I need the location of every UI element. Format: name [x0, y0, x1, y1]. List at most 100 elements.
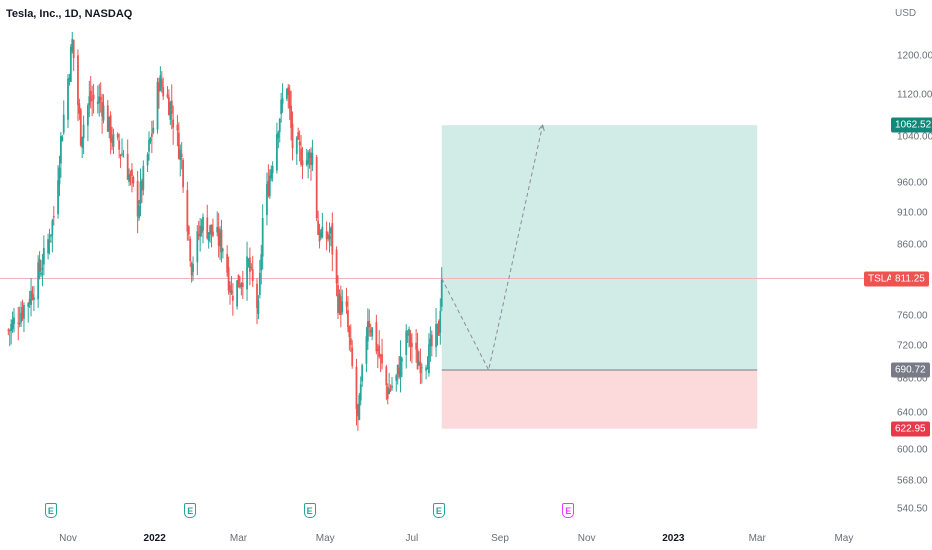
- candle-body: [67, 78, 69, 120]
- candle-body: [277, 132, 280, 139]
- candle-body: [31, 293, 34, 299]
- candle-body: [32, 297, 35, 300]
- projection-arrowhead: [538, 124, 545, 132]
- candle-body: [260, 254, 263, 271]
- candle-body: [328, 235, 331, 240]
- candle-body: [300, 148, 302, 165]
- earnings-icon[interactable]: E: [562, 503, 575, 518]
- price-axis-label: 640.00: [897, 407, 928, 419]
- time-axis-label: May: [315, 533, 335, 544]
- candle-body: [21, 307, 24, 317]
- last-price-tag: 811.25: [891, 271, 929, 287]
- candle-body: [237, 274, 240, 288]
- candle-body: [437, 321, 440, 336]
- candle-body: [170, 100, 173, 114]
- candle-body: [229, 285, 231, 293]
- candle-body: [258, 272, 261, 296]
- candle-body: [17, 322, 20, 324]
- candle-body: [361, 365, 364, 382]
- candle-body: [131, 169, 133, 177]
- price-axis-label: 540.50: [897, 503, 928, 515]
- candle-body: [376, 348, 379, 351]
- candle-body: [139, 181, 142, 205]
- time-axis-label: Jul: [405, 533, 419, 544]
- candle-body: [86, 105, 89, 126]
- candle-body: [189, 238, 192, 262]
- candle-body: [435, 323, 437, 348]
- candle-body: [10, 324, 13, 332]
- earnings-icon[interactable]: E: [303, 503, 316, 518]
- candle-body: [239, 286, 241, 288]
- candle-body: [275, 134, 278, 171]
- earnings-icon[interactable]: E: [184, 503, 197, 518]
- candle-body: [152, 127, 155, 133]
- candle-body: [177, 132, 180, 159]
- candle-body: [436, 323, 439, 330]
- candle-body: [51, 220, 54, 236]
- time-axis-label: Nov: [59, 533, 77, 544]
- candle-body: [415, 342, 418, 350]
- price-axis-label: 760.00: [897, 310, 928, 322]
- candle-body: [440, 279, 443, 307]
- candle-body: [409, 334, 412, 347]
- candle-body: [236, 280, 239, 307]
- candle-body: [298, 141, 301, 146]
- time-axis-label: Mar: [229, 533, 248, 544]
- candle-body: [327, 234, 329, 239]
- candle-body: [365, 336, 368, 364]
- candle-body: [278, 119, 281, 133]
- candle-body: [280, 99, 283, 115]
- candle-body: [52, 216, 55, 218]
- candle-body: [366, 321, 369, 342]
- candle-body: [59, 135, 62, 164]
- candle-body: [81, 136, 84, 148]
- candle-body: [50, 234, 52, 237]
- candle-body: [351, 347, 354, 366]
- candle-body: [315, 156, 318, 219]
- candle-body: [406, 333, 409, 336]
- earnings-icon[interactable]: E: [432, 503, 445, 518]
- candle-body: [41, 268, 44, 270]
- candle-body: [347, 310, 349, 328]
- candle-body: [13, 317, 15, 324]
- profit-zone: [441, 125, 758, 370]
- candle-body: [20, 312, 23, 323]
- price-axis-label: 568.00: [897, 475, 928, 487]
- candle-body: [167, 97, 170, 116]
- earnings-icon[interactable]: E: [44, 503, 57, 518]
- candle-body: [89, 90, 92, 102]
- candle-body: [379, 354, 382, 357]
- candle-body: [160, 79, 163, 88]
- candle-body: [209, 225, 212, 235]
- time-axis-label: 2022: [143, 533, 166, 544]
- candle-body: [317, 220, 320, 235]
- candle-body: [381, 354, 383, 364]
- candle-body: [192, 264, 194, 272]
- candle-body: [182, 160, 185, 188]
- candle-body: [132, 177, 135, 184]
- candle-body: [246, 256, 248, 290]
- candle-body: [311, 152, 314, 166]
- time-axis-label: Sep: [491, 533, 509, 544]
- candle-body: [47, 239, 50, 254]
- candle-body: [138, 205, 140, 219]
- candle-body: [162, 87, 165, 97]
- candle-body: [369, 330, 372, 333]
- candle-body: [331, 223, 334, 255]
- candle-body: [420, 367, 423, 369]
- price-axis-label: 960.00: [897, 177, 928, 189]
- candle-body: [118, 140, 121, 150]
- candle-body: [430, 334, 433, 347]
- candle-body: [109, 115, 112, 142]
- candle-body: [256, 283, 258, 309]
- price-axis-label: 680.00: [897, 373, 928, 385]
- candle-body: [416, 349, 419, 370]
- candle-body: [122, 156, 125, 158]
- candle-body: [202, 216, 204, 231]
- candle-body: [419, 361, 422, 374]
- candle-body: [247, 260, 250, 263]
- candle-body: [227, 267, 230, 291]
- symbol-title[interactable]: Tesla, Inc., 1D, NASDAQ: [6, 8, 133, 20]
- candle-body: [388, 389, 391, 395]
